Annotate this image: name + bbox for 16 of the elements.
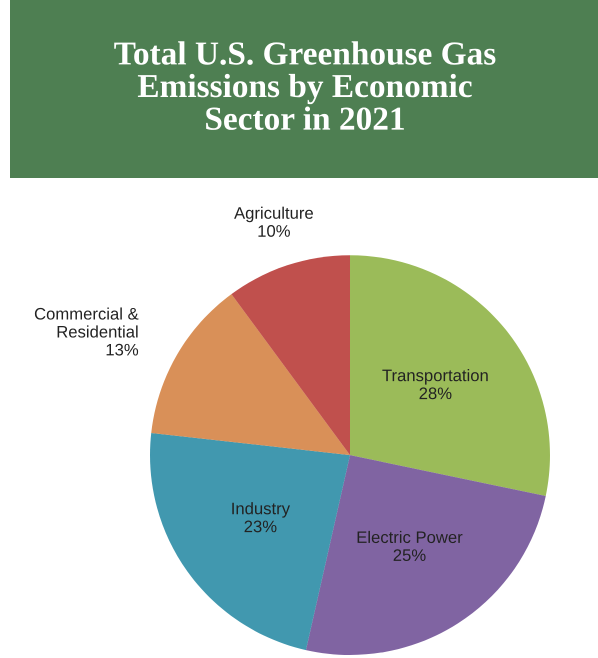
data-label: 23% xyxy=(244,520,276,532)
pie-slice xyxy=(350,255,550,496)
data-label: 28% xyxy=(420,387,452,400)
slice-label: Electric Power xyxy=(358,530,462,544)
slice-label: Transportation xyxy=(382,369,488,385)
pie-slice xyxy=(231,255,350,456)
data-label: 25% xyxy=(394,549,426,562)
pie-slice xyxy=(306,455,546,655)
pie-slice xyxy=(150,432,350,650)
pie-slice xyxy=(151,294,350,456)
data-label: 10% xyxy=(258,225,290,237)
chart-title: Total U.S. Greenhouse Gas Emissions by Economic Sector in 2021 xyxy=(114,41,496,130)
data-label: 13% xyxy=(106,344,138,356)
slice-label: Agriculture xyxy=(234,206,313,222)
slice-label: Commercial & Residential xyxy=(34,307,138,338)
slice-label: Industry xyxy=(232,502,290,518)
